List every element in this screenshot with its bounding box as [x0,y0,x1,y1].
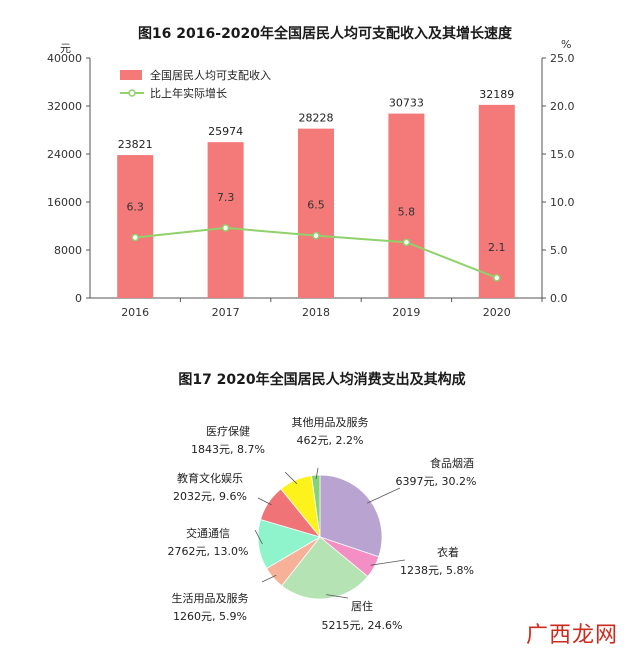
pie-slice-value: 1843元, 8.7% [191,443,265,456]
pie-slice-name: 食品烟酒 [430,456,474,470]
pie-slice-name: 生活用品及服务 [172,591,249,605]
pie-leader-line [261,574,277,583]
growth-rate-label: 6.3 [126,201,144,214]
pie-slice [281,536,369,600]
income-bar [478,104,515,298]
pie-slice-name: 衣着 [437,545,459,559]
pie-slice-value: 6397元, 30.2% [396,475,477,488]
left-tick-label: 0 [75,292,82,305]
income-bar [207,142,244,298]
pie-slice-value: 462元, 2.2% [297,434,364,447]
pie-chart-title: 图17 2020年全国居民人均消费支出及其构成 [178,371,465,388]
pie-slice-name: 教育文化娱乐 [177,471,243,485]
pie-slice-value: 2032元, 9.6% [173,490,247,503]
x-tick-label: 2018 [302,306,330,319]
pie-slice [319,474,383,558]
left-tick-label: 24000 [47,148,82,161]
pie-slice-name: 居住 [351,599,373,613]
growth-rate-label: 5.8 [398,205,416,218]
pie-slice-value: 1260元, 5.9% [173,610,247,623]
pie-slice [311,474,321,538]
income-bar-label: 32189 [479,88,514,101]
x-tick-label: 2017 [212,306,240,319]
left-tick-label: 40000 [47,52,82,65]
pie-leader-line [254,529,263,545]
legend-label-growth: 比上年实际增长 [150,86,227,100]
income-bar [298,128,334,298]
left-tick-label: 32000 [47,100,82,113]
right-tick-label: 25.0 [550,52,575,65]
x-tick-label: 2020 [483,306,511,319]
legend-marker-growth [128,89,136,97]
right-tick-label: 10.0 [550,196,575,209]
income-chart: 图16 2016-2020年全国居民人均可支配收入及其增长速度 元 % 0 0.0… [47,25,575,319]
income-bar-label: 30733 [389,97,424,110]
pie-leader-line [284,471,298,485]
growth-rate-point [402,238,411,247]
growth-rate-point [312,231,320,240]
pie-slice-name: 交通通信 [186,526,230,540]
right-tick-label: 15.0 [550,148,575,161]
left-tick-label: 16000 [47,196,82,209]
right-axis-unit: % [561,38,571,51]
consumption-pie-chart: 图17 2020年全国居民人均消费支出及其构成 食品烟酒 6397元, 30.2%… [168,371,477,632]
growth-rate-point [131,233,139,242]
pie-leader-line [326,594,349,599]
growth-rate-label: 2.1 [488,241,506,254]
income-bar [117,155,154,298]
growth-rate-label: 6.5 [307,199,325,212]
pie-leader-line [257,497,272,506]
pie-leader-line [315,467,319,480]
pie-slice-value: 1238元, 5.8% [400,564,474,577]
left-tick-label: 8000 [54,244,82,257]
income-bar-label: 25974 [208,125,243,138]
right-tick-label: 20.0 [550,100,575,113]
left-axis-unit: 元 [60,42,71,55]
watermark-logo: 广西龙网 [525,623,618,648]
right-tick-label: 5.0 [550,244,568,257]
pie-slice-value: 2762元, 13.0% [168,545,249,558]
x-tick-label: 2019 [392,306,420,319]
pie-slice-name: 医疗保健 [206,424,250,438]
pie-leader-line [370,559,406,566]
x-tick-label: 2016 [121,306,149,319]
growth-rate-label: 7.3 [217,191,235,204]
income-chart-legend: 全国居民人均可支配收入 比上年实际增长 [120,68,271,100]
income-bar-label: 28228 [299,112,334,125]
income-chart-title: 图16 2016-2020年全国居民人均可支配收入及其增长速度 [138,25,513,42]
growth-rate-point [221,224,230,232]
pie-leader-line [366,487,401,504]
income-bar-label: 23821 [118,138,153,151]
pie-slice-value: 5215元, 24.6% [322,619,403,632]
income-bar [388,113,425,299]
growth-rate-point [493,274,501,282]
pie-slice-name: 其他用品及服务 [292,416,369,429]
right-tick-label: 0.0 [550,292,568,305]
legend-swatch-income [120,70,142,80]
legend-label-income: 全国居民人均可支配收入 [150,68,271,82]
